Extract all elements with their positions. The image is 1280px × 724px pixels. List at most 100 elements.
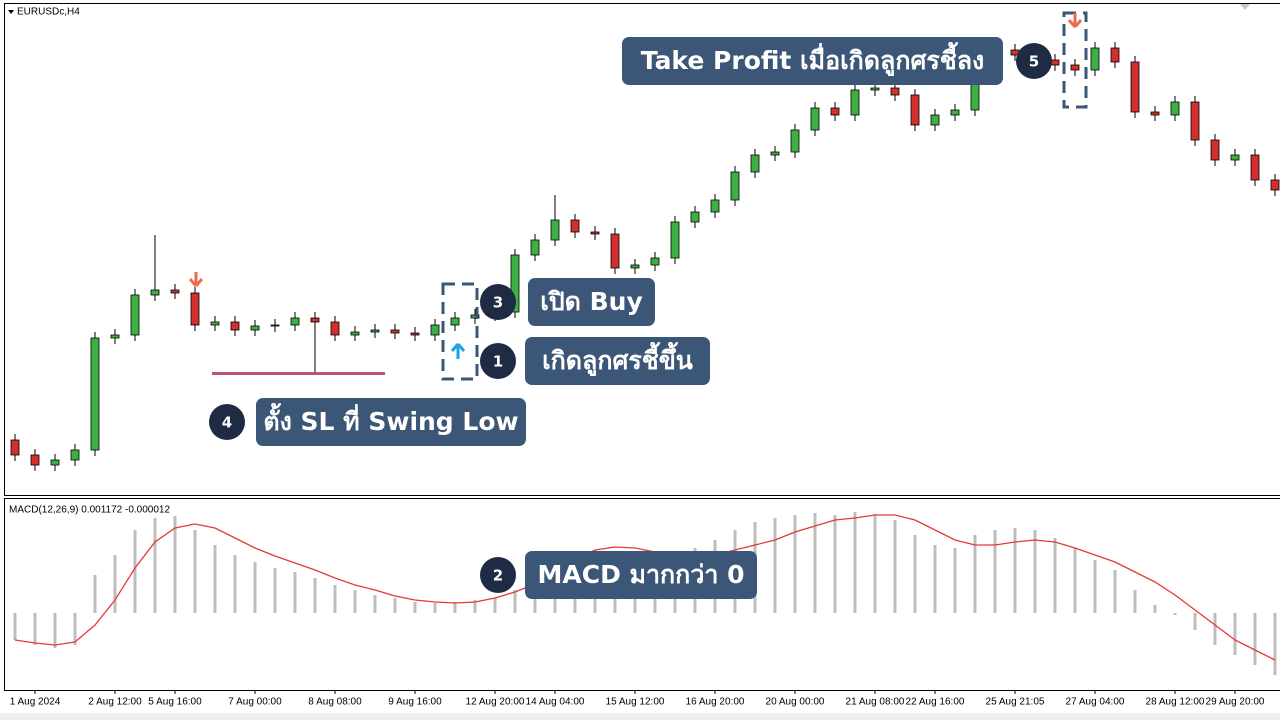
candle-body [271,325,279,326]
annotation-text: MACD มากกว่า 0 [538,560,745,589]
candle-body [611,234,619,268]
macd-bar [334,585,337,613]
step-number: 3 [493,294,503,312]
x-tick-label: 7 Aug 00:00 [228,697,282,708]
x-tick-label: 1 Aug 2024 [10,697,61,708]
macd-bar [994,530,997,613]
candle-body [1231,155,1239,160]
macd-bar [274,568,277,613]
macd-bar [1214,613,1217,645]
candle-body [891,88,899,95]
annotation-text: เปิด Buy [540,287,643,316]
macd-bar [894,520,897,613]
candle-body [131,295,139,335]
macd-bar [774,518,777,613]
x-tick-label: 8 Aug 08:00 [308,697,362,708]
candle-body [151,290,159,295]
status-strip [0,713,1280,720]
macd-bar [934,545,937,613]
macd-bar [1094,560,1097,613]
candle-body [251,326,259,330]
candle-body [91,338,99,450]
candle-body [871,88,879,90]
macd-bar [794,515,797,613]
annotation-text: ตั้ง SL ที่ Swing Low [263,402,518,436]
candle-body [931,115,939,125]
macd-bar [194,530,197,613]
candle-body [851,90,859,115]
step-number: 1 [493,353,503,371]
macd-bar [1034,530,1037,613]
x-tick-label: 25 Aug 21:05 [986,697,1045,708]
macd-bar [514,590,517,613]
candle-body [951,110,959,115]
candle-body [411,333,419,335]
macd-bar [94,575,97,613]
macd-bar [494,598,497,613]
candle-body [451,318,459,325]
candle-body [591,232,599,234]
macd-bar [174,516,177,613]
macd-bar [394,598,397,613]
macd-bar [134,530,137,613]
step-number: 5 [1029,53,1039,71]
x-tick-label: 16 Aug 20:00 [686,697,745,708]
macd-bar [814,513,817,613]
candle-body [1131,62,1139,112]
macd-bar [1274,613,1277,675]
candle-body [331,322,339,335]
annotation-text: Take Profit เมื่อเกิดลูกศรชี้ลง [641,41,985,77]
candle-body [11,440,19,455]
candle-body [51,460,59,465]
x-tick-label: 14 Aug 04:00 [526,697,585,708]
macd-bar [1014,528,1017,613]
macd-bar [954,548,957,613]
macd-bar [414,602,417,613]
macd-bar [234,555,237,613]
candle-body [351,332,359,335]
candle-body [391,330,399,333]
candle-body [371,330,379,332]
candle-body [731,172,739,200]
x-tick-label: 22 Aug 16:00 [906,697,965,708]
macd-bar [74,613,77,645]
macd-bar [1114,570,1117,613]
candle-body [771,152,779,155]
macd-bar [314,578,317,613]
x-tick-label: 2 Aug 12:00 [88,697,142,708]
candle-body [691,212,699,222]
candle-body [311,318,319,322]
x-tick-label: 20 Aug 00:00 [766,697,825,708]
macd-bar [374,595,377,613]
macd-bar [1154,605,1157,613]
candle-body [1251,155,1259,180]
candle-body [1091,48,1099,70]
candle-body [1191,102,1199,140]
x-tick-label: 12 Aug 20:00 [466,697,525,708]
macd-bar [1074,548,1077,613]
candle-body [571,220,579,232]
x-tick-label: 21 Aug 08:00 [846,697,905,708]
macd-bar [974,535,977,613]
candle-body [1151,112,1159,115]
macd-bar [434,603,437,613]
candle-body [671,222,679,258]
macd-bar [1134,590,1137,613]
macd-bar [214,545,217,613]
candle-body [551,220,559,240]
candle-body [291,318,299,325]
candle-body [751,155,759,172]
candle-body [1111,48,1119,62]
macd-bar [294,572,297,613]
macd-bar [1254,613,1257,665]
macd-bar [254,562,257,613]
candle-body [1071,65,1079,70]
macd-bar [354,590,357,613]
x-tick-label: 27 Aug 04:00 [1066,697,1125,708]
candle-body [531,240,539,255]
macd-bar [834,515,837,613]
macd-bar [114,555,117,613]
macd-bar [34,613,37,645]
candle-body [171,290,179,293]
macd-bar [1194,613,1197,630]
